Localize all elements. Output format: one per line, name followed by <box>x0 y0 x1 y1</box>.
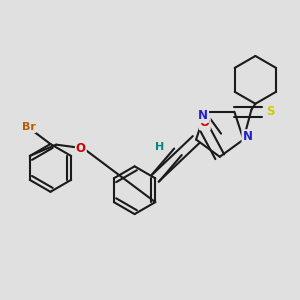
Text: S: S <box>266 105 275 118</box>
Text: O: O <box>76 142 86 155</box>
Text: N: N <box>242 130 252 143</box>
Text: Br: Br <box>22 122 35 132</box>
Text: H: H <box>155 142 165 152</box>
Text: O: O <box>200 116 210 129</box>
Text: N: N <box>198 109 208 122</box>
